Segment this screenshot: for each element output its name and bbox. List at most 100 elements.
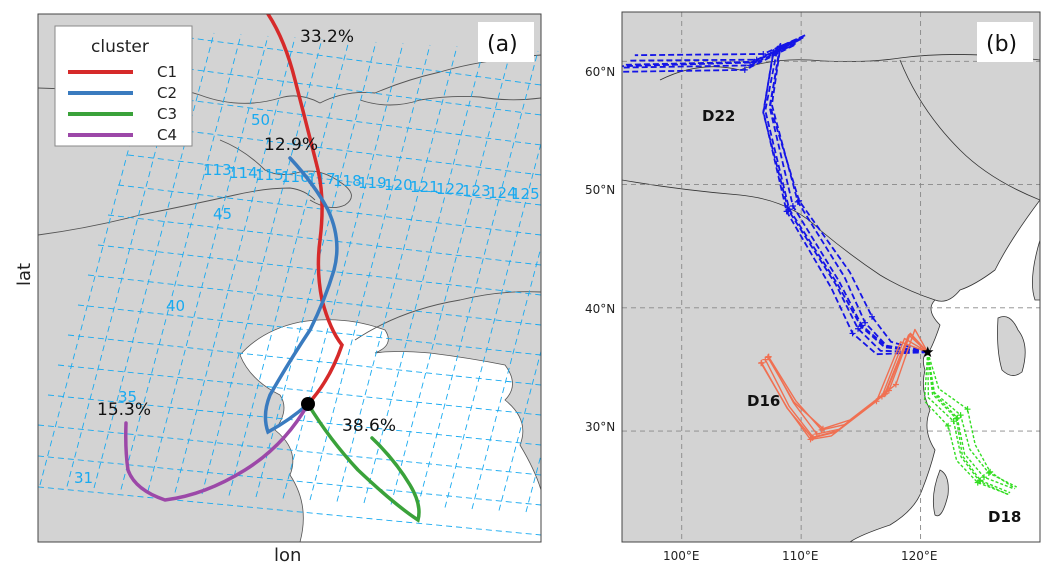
- trajectory-d22-marker: [794, 198, 801, 205]
- trajectory-d16-marker: [810, 434, 817, 441]
- panel-b-label-box: [977, 22, 1033, 62]
- trajectory-d16-line: [768, 332, 929, 431]
- origin-star-icon: [922, 346, 934, 357]
- panel-b-taiwan: [932, 469, 949, 517]
- panel-a-ylabel: lat: [14, 263, 35, 286]
- grid-label-35: 35: [118, 388, 137, 406]
- grid-row-line: [157, 64, 541, 116]
- ytick-30n: 30°N: [585, 420, 615, 434]
- trajectory-d16-marker: [813, 431, 820, 438]
- trajectory-d18-marker: [987, 468, 994, 475]
- grid-top-label-121: 121: [410, 178, 439, 196]
- legend-box: [54, 25, 193, 147]
- panel-a-coast-east: [354, 291, 541, 341]
- panel-b: D22 D16 D18 (b) 100°E 110°E 120°E 30°N 4…: [585, 11, 1041, 563]
- trajectory-label-d22: D22: [702, 107, 735, 125]
- panel-a-trajectory-grid: [38, 29, 541, 536]
- panel-b-border-mid: [622, 179, 936, 301]
- trajectory-d22-marker: [753, 56, 760, 63]
- trajectory-d18-marker: [980, 474, 987, 481]
- trajectory-d22-marker: [862, 319, 869, 326]
- grid-column-line: [417, 50, 539, 507]
- panel-b-korea: [997, 316, 1026, 376]
- trajectory-d16-marker: [764, 354, 771, 361]
- cluster-c3-line: [306, 402, 421, 523]
- grid-row-line: [57, 364, 541, 416]
- trajectory-d22-marker: [858, 322, 865, 329]
- grid-column-line: [93, 32, 215, 489]
- panel-b-sea: [849, 199, 1040, 542]
- grid-row-line: [87, 274, 541, 326]
- trajectory-d18-marker: [953, 415, 960, 422]
- grid-column-line: [363, 47, 485, 504]
- grid-row-line: [107, 214, 541, 266]
- panel-b-border-east: [899, 59, 1040, 201]
- legend-label-c1: C1: [157, 63, 177, 81]
- trajectory-d18-marker: [977, 477, 984, 484]
- panel-b-origin-star-icon: [922, 346, 934, 357]
- trajectory-d18-line: [927, 352, 1009, 496]
- trajectory-d22-marker: [776, 43, 783, 50]
- trajectory-d18-marker: [957, 412, 964, 419]
- cluster-c4-percent: 15.3%: [97, 400, 151, 420]
- legend-label-c2: C2: [157, 84, 177, 102]
- cluster-c1-percent: 33.2%: [300, 27, 354, 47]
- grid-column-line: [147, 35, 269, 492]
- trajectory-d22-marker: [777, 43, 784, 50]
- grid-label-50: 50: [251, 111, 270, 129]
- grid-top-label-114: 114: [229, 164, 258, 182]
- grid-row-line: [47, 394, 541, 446]
- grid-row-line: [137, 124, 541, 176]
- grid-column-line: [120, 34, 242, 490]
- grid-column-line: [201, 38, 323, 495]
- panel-b-label: (b): [986, 32, 1017, 57]
- cluster-c4-line: [124, 402, 310, 502]
- trajectory-d18-line: [923, 352, 1009, 495]
- cluster-c3-percent: 38.6%: [342, 416, 396, 436]
- ytick-40n: 40°N: [585, 302, 615, 316]
- grid-label-31: 31: [74, 469, 93, 487]
- trajectory-d22-marker: [741, 66, 748, 73]
- grid-column-line: [282, 43, 404, 499]
- cluster-c1-line: [266, 14, 344, 406]
- grid-column-line: [255, 41, 377, 498]
- grid-label-40: 40: [166, 297, 185, 315]
- trajectory-d22-marker: [849, 330, 856, 337]
- grid-top-label-115: 115: [255, 166, 284, 184]
- trajectory-d22-marker: [868, 313, 875, 320]
- trajectory-d22-marker: [786, 206, 793, 213]
- trajectory-d22-line: [622, 41, 928, 354]
- trajectory-d22-marker: [760, 51, 767, 58]
- panel-a-map: [38, 54, 541, 542]
- panel-a-legend: cluster C1 C2 C3 C4: [54, 25, 193, 147]
- grid-top-label-124: 124: [488, 184, 517, 202]
- panel-b-trajectories: [622, 33, 1018, 496]
- trajectory-d16-marker: [819, 425, 826, 432]
- panel-a-sea: [239, 319, 541, 542]
- grid-top-label-118: 118: [333, 172, 362, 190]
- legend-title: cluster: [91, 37, 149, 57]
- grid-row-line: [38, 424, 541, 476]
- trajectory-d18-marker: [945, 422, 952, 429]
- panel-a-border-northeast: [359, 95, 541, 106]
- trajectory-d18-marker: [964, 406, 971, 413]
- trajectory-label-d18: D18: [988, 508, 1021, 526]
- trajectory-d22-marker: [789, 203, 796, 210]
- trajectory-d18-line: [927, 351, 1016, 490]
- grid-column-line: [228, 40, 350, 496]
- panel-b-frame: [621, 11, 1041, 543]
- grid-column-line: [174, 37, 296, 493]
- ytick-60n: 60°N: [585, 65, 615, 79]
- trajectory-d22-marker: [796, 197, 803, 204]
- legend-label-c3: C3: [157, 105, 177, 123]
- trajectory-d16-marker: [758, 359, 765, 366]
- grid-top-label-119: 119: [358, 174, 387, 192]
- grid-row-line: [38, 455, 541, 506]
- xtick-120e: 120°E: [901, 549, 938, 563]
- trajectory-d16-marker: [892, 381, 899, 388]
- trajectory-d22-marker: [747, 62, 754, 69]
- trajectory-d22-line: [634, 33, 928, 354]
- panel-a: 50 45 40 35 31 113 114 115 116 117 118 1…: [14, 13, 542, 566]
- grid-row-line: [147, 94, 541, 146]
